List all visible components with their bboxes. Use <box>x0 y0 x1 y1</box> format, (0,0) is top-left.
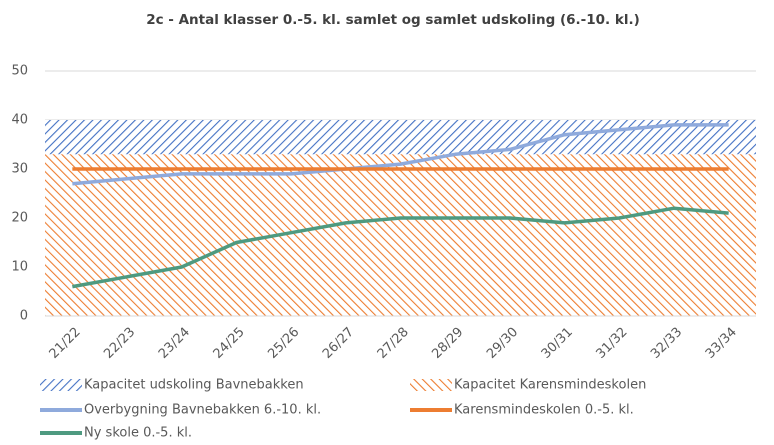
y-tick-label: 40 <box>11 113 28 128</box>
area <box>45 154 756 316</box>
x-tick-label: 32/33 <box>648 325 685 362</box>
legend-swatch <box>40 379 82 391</box>
x-tick-label: 21/22 <box>47 325 84 362</box>
chart-title: 2c - Antal klasser 0.-5. kl. samlet og s… <box>146 12 640 28</box>
x-tick-label: 28/29 <box>429 325 466 362</box>
line <box>72 123 729 186</box>
x-tick-label: 27/28 <box>375 325 412 362</box>
x-tick-label: 30/31 <box>539 325 576 362</box>
legend-label: Kapacitet udskoling Bavnebakken <box>84 378 304 393</box>
legend-swatch <box>410 379 452 391</box>
legend-label: Overbygning Bavnebakken 6.-10. kl. <box>84 403 321 418</box>
line <box>72 206 729 289</box>
x-tick-label: 24/25 <box>211 325 248 362</box>
x-tick-label: 31/32 <box>593 325 630 362</box>
y-tick-label: 0 <box>20 309 28 324</box>
legend-label: Karensmindeskolen 0.-5. kl. <box>454 403 634 418</box>
x-tick-label: 26/27 <box>320 325 357 362</box>
y-tick-label: 30 <box>11 162 28 177</box>
x-tick-label: 23/24 <box>156 325 193 362</box>
legend-label: Kapacitet Karensmindeskolen <box>454 378 646 393</box>
x-tick-label: 25/26 <box>265 325 302 362</box>
y-tick-label: 10 <box>11 260 28 275</box>
x-tick-label: 29/30 <box>484 325 521 362</box>
legend-label: Ny skole 0.-5. kl. <box>84 426 192 441</box>
x-tick-label: 22/23 <box>101 325 138 362</box>
y-tick-label: 20 <box>11 211 28 226</box>
x-tick-label: 33/34 <box>703 325 740 362</box>
y-tick-label: 50 <box>11 64 28 79</box>
